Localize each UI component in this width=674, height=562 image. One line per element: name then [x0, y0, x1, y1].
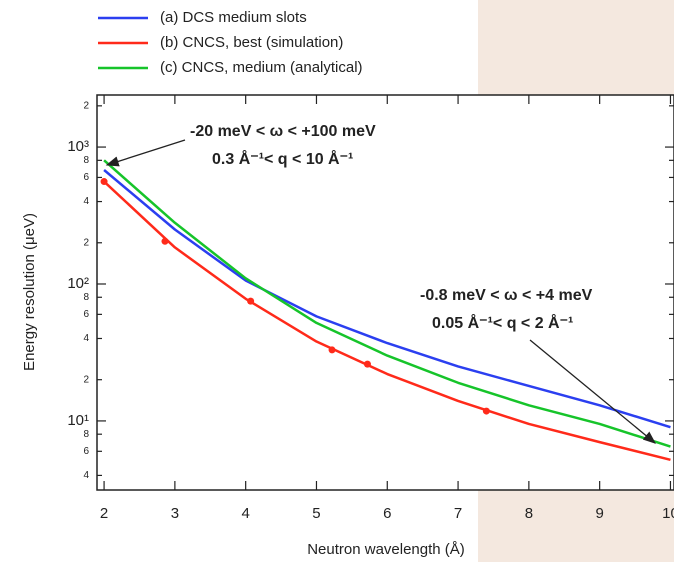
x-tick-label: 9	[595, 505, 603, 522]
y-tick-label: 2	[83, 237, 89, 248]
plot: 46810¹246810²246810³22345678910	[67, 95, 674, 522]
data-point	[482, 407, 490, 415]
arrow	[529, 339, 657, 444]
legend-label: (c) CNCS, medium (analytical)	[160, 59, 363, 76]
y-tick-label: 8	[83, 292, 89, 303]
plot-area	[96, 94, 674, 491]
y-tick-label: 2	[83, 100, 89, 111]
background-panel	[478, 490, 674, 562]
y-tick-label: 6	[83, 172, 89, 183]
arrow	[105, 139, 186, 167]
data-point	[100, 178, 108, 186]
annotation: -0.8 meV < ω < +4 meV	[420, 287, 593, 304]
x-tick-label: 3	[171, 505, 179, 522]
y-tick-label: 10³	[67, 138, 89, 155]
y-tick-label: 4	[83, 333, 89, 344]
annotation: -20 meV < ω < +100 meV	[190, 123, 376, 140]
background-panel	[478, 0, 674, 95]
series-line	[103, 180, 671, 462]
y-tick-label: 8	[83, 155, 89, 166]
x-tick-label: 7	[454, 505, 462, 522]
data-point	[161, 237, 169, 245]
y-tick-label: 8	[83, 429, 89, 440]
y-tick-label: 10²	[67, 275, 89, 292]
y-tick-label: 6	[83, 309, 89, 320]
annotation: 0.3 Å⁻¹< q < 10 Å⁻¹	[212, 149, 353, 168]
series-line	[103, 159, 671, 448]
x-tick-label: 6	[383, 505, 391, 522]
data-point	[247, 297, 255, 305]
legend-label: (a) DCS medium slots	[160, 9, 307, 26]
legend-label: (b) CNCS, best (simulation)	[160, 34, 343, 51]
x-tick-label: 4	[242, 505, 250, 522]
y-tick-label: 4	[83, 196, 89, 207]
series-line	[103, 169, 671, 429]
x-axis-label: Neutron wavelength (Å)	[307, 541, 465, 558]
annotation: 0.05 Å⁻¹< q < 2 Å⁻¹	[432, 313, 573, 332]
x-tick-label: 8	[525, 505, 533, 522]
y-axis-label: Energy resolution (μeV)	[21, 213, 38, 371]
x-tick-label: 10	[662, 505, 674, 522]
y-tick-label: 10¹	[67, 412, 89, 429]
data-point	[363, 360, 371, 368]
y-tick-label: 2	[83, 374, 89, 385]
x-tick-label: 2	[100, 505, 108, 522]
y-tick-label: 6	[83, 446, 89, 457]
y-tick-label: 4	[83, 470, 89, 481]
data-point	[328, 346, 336, 354]
x-tick-label: 5	[312, 505, 320, 522]
